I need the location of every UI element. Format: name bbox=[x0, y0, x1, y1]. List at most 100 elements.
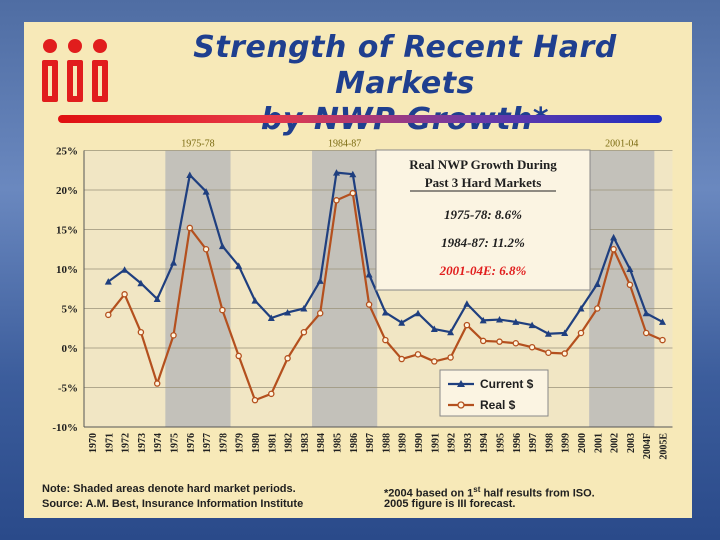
data-point-real bbox=[300, 328, 308, 336]
x-tick-label: 1977 bbox=[202, 433, 213, 453]
data-point-current bbox=[659, 318, 666, 325]
data-point-real bbox=[398, 355, 405, 363]
data-point-current bbox=[414, 309, 422, 317]
data-point-real bbox=[333, 197, 340, 204]
data-point-real bbox=[577, 329, 585, 337]
data-point-current bbox=[104, 278, 112, 285]
data-point-current bbox=[430, 325, 438, 333]
data-point-real bbox=[316, 309, 324, 317]
data-point-current bbox=[316, 277, 324, 284]
data-point-current bbox=[202, 188, 210, 195]
x-tick-label: 1984 bbox=[316, 433, 327, 453]
shaded-period-label: 1984-87 bbox=[328, 139, 361, 150]
legend-label: Current $ bbox=[480, 377, 534, 391]
x-tick-label: 1972 bbox=[121, 433, 132, 453]
legend-marker-current bbox=[457, 380, 465, 387]
x-tick-label: 1971 bbox=[104, 433, 115, 453]
data-point-current bbox=[218, 242, 226, 250]
data-point-current bbox=[153, 295, 161, 303]
data-point-current bbox=[447, 328, 455, 336]
data-point-real bbox=[121, 291, 128, 298]
x-tick-label: 1994 bbox=[479, 433, 490, 453]
data-point-current bbox=[496, 316, 503, 323]
note-2004-basis: *2004 based on 1st half results from ISO… bbox=[384, 482, 595, 502]
x-tick-label: 2005E bbox=[659, 433, 670, 460]
data-point-real bbox=[365, 301, 373, 308]
title-line-1: Strength of Recent Hard Markets bbox=[193, 30, 617, 101]
data-point-current bbox=[528, 321, 536, 329]
annotation-line-1984: 1984-87: 11.2% bbox=[441, 235, 525, 250]
data-point-current bbox=[398, 319, 406, 326]
data-point-real bbox=[496, 338, 503, 345]
x-tick-label: 1978 bbox=[218, 433, 229, 453]
x-tick-label: 1987 bbox=[365, 433, 376, 453]
data-point-current bbox=[235, 262, 243, 269]
data-point-real bbox=[105, 311, 112, 319]
data-point-current bbox=[365, 271, 373, 278]
data-point-current bbox=[186, 171, 194, 178]
x-tick-label: 1998 bbox=[544, 433, 555, 453]
data-point-current bbox=[610, 233, 618, 241]
data-point-real bbox=[186, 224, 194, 232]
x-tick-label: 1979 bbox=[235, 433, 246, 453]
x-tick-label: 1999 bbox=[561, 433, 572, 453]
data-point-current bbox=[251, 297, 259, 304]
x-tick-label: 1991 bbox=[430, 433, 441, 453]
x-tick-label: 2001 bbox=[593, 433, 604, 453]
data-point-real bbox=[610, 245, 617, 253]
data-point-real bbox=[382, 336, 389, 344]
data-point-current bbox=[544, 330, 552, 337]
x-tick-label: 1990 bbox=[414, 433, 425, 453]
data-point-real bbox=[545, 349, 552, 356]
data-point-current bbox=[121, 266, 129, 273]
data-point-current bbox=[284, 308, 292, 316]
data-point-real bbox=[414, 351, 422, 358]
data-point-real bbox=[349, 189, 357, 197]
x-tick-label: 1996 bbox=[512, 433, 523, 453]
data-point-real bbox=[284, 355, 291, 362]
data-point-real bbox=[251, 396, 259, 404]
x-tick-label: 1985 bbox=[333, 433, 344, 453]
data-point-real bbox=[626, 281, 634, 289]
note-2004-sup: st bbox=[473, 485, 481, 494]
x-tick-label: 1995 bbox=[496, 433, 507, 453]
iii-logo: iii bbox=[42, 39, 108, 102]
data-point-current bbox=[561, 329, 569, 336]
x-tick-label: 1986 bbox=[349, 433, 360, 453]
data-point-real bbox=[235, 352, 242, 360]
y-tick-label: -10% bbox=[52, 422, 78, 434]
y-tick-label: 0% bbox=[62, 343, 79, 355]
x-tick-label: 2004F bbox=[642, 433, 653, 459]
note-shaded-areas: Note: Shaded areas denote hard market pe… bbox=[42, 483, 296, 495]
y-tick-label: 20% bbox=[56, 185, 78, 197]
x-tick-label: 1974 bbox=[153, 433, 164, 453]
title-underline-bar bbox=[58, 115, 662, 123]
y-tick-label: 15% bbox=[56, 225, 78, 237]
x-tick-label: 1975 bbox=[170, 433, 181, 453]
x-tick-label: 1997 bbox=[528, 433, 539, 453]
y-tick-label: 5% bbox=[62, 304, 79, 316]
x-tick-label: 1983 bbox=[300, 433, 311, 453]
data-point-current bbox=[593, 280, 601, 288]
data-point-real bbox=[642, 329, 650, 337]
data-point-real bbox=[479, 337, 487, 345]
legend-marker-real bbox=[457, 401, 465, 409]
data-point-current bbox=[267, 314, 275, 321]
data-point-real bbox=[659, 336, 666, 344]
y-tick-label: -5% bbox=[58, 383, 78, 395]
x-tick-label: 1976 bbox=[186, 433, 197, 453]
data-point-current bbox=[349, 170, 357, 178]
data-point-real bbox=[219, 306, 226, 314]
data-point-real bbox=[153, 380, 161, 387]
annotation-line-2001: 2001-04E: 6.8% bbox=[439, 263, 527, 278]
data-point-current bbox=[300, 305, 308, 312]
data-point-real bbox=[268, 390, 275, 398]
x-tick-label: 1992 bbox=[447, 433, 458, 453]
x-tick-label: 1988 bbox=[381, 433, 392, 453]
x-tick-label: 1970 bbox=[88, 433, 99, 453]
note-2004-text-a: *2004 based on 1 bbox=[384, 487, 474, 500]
data-point-real bbox=[170, 332, 177, 339]
data-point-real bbox=[431, 358, 438, 365]
data-point-real bbox=[561, 350, 568, 357]
annotation-title: Real NWP Growth During bbox=[409, 157, 557, 172]
